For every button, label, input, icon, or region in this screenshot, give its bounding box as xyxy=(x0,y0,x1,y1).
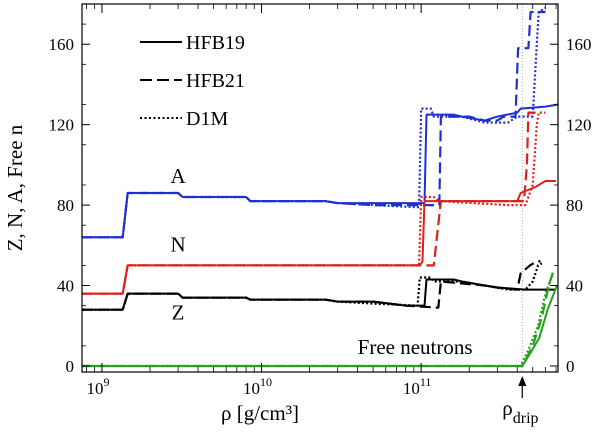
series-n-d1m-line xyxy=(82,111,546,295)
y-tick-label-left: 80 xyxy=(57,196,74,215)
x-axis-title: ρ [g/cm³] xyxy=(221,401,299,425)
y-tick-label-left: 120 xyxy=(49,116,75,135)
legend: HFB19 HFB21 D1M xyxy=(140,32,245,130)
y-tick-label-right: 80 xyxy=(566,196,583,215)
series-layer xyxy=(82,7,559,368)
legend-label-hfb21: HFB21 xyxy=(186,70,245,92)
tick-layer: 0 0 40 40 80 80 120 120 160 160 109 1010 1011 xyxy=(49,4,592,398)
series-a-hfb21-line xyxy=(82,10,546,239)
series-z-d1m-line xyxy=(82,262,543,311)
y-axis-title: Z, N, A, Free n xyxy=(3,124,27,251)
y-tick-label-left: 0 xyxy=(66,357,75,376)
y-tick-label-right: 0 xyxy=(566,357,575,376)
label-layer: ρ [g/cm³] Z, N, A, Free n ρdrip A N Z Free neu… xyxy=(3,124,539,427)
drip-arrow-head xyxy=(518,376,527,386)
plot-frame xyxy=(81,3,559,373)
legend-label-hfb19: HFB19 xyxy=(186,32,245,54)
series-free-n-d1m-line xyxy=(82,273,555,368)
series-free-n-hfb19-line xyxy=(82,285,558,367)
x-tick-label: 1010 xyxy=(243,375,272,398)
x-tick-label: 109 xyxy=(86,375,109,398)
curve-label-a: A xyxy=(171,164,187,188)
series-free-n-hfb21-line xyxy=(82,269,556,368)
y-tick-label-right: 120 xyxy=(566,116,592,135)
series-n-hfb19-line xyxy=(82,180,556,295)
series-a-hfb19-line xyxy=(82,103,559,239)
legend-label-d1m: D1M xyxy=(186,108,228,130)
series-a-d1m-line xyxy=(82,7,546,239)
drip-label: ρdrip xyxy=(502,396,538,427)
y-tick-label-right: 40 xyxy=(566,277,583,296)
curve-label-z: Z xyxy=(172,301,185,325)
y-tick-label-right: 160 xyxy=(566,35,592,54)
curve-label-n: N xyxy=(171,232,186,256)
y-tick-label-left: 160 xyxy=(49,35,75,54)
x-tick-label: 1011 xyxy=(403,375,432,398)
curve-label-free-neutrons: Free neutrons xyxy=(358,335,473,359)
series-z-hfb21-line xyxy=(82,260,541,311)
y-tick-label-left: 40 xyxy=(57,277,74,296)
